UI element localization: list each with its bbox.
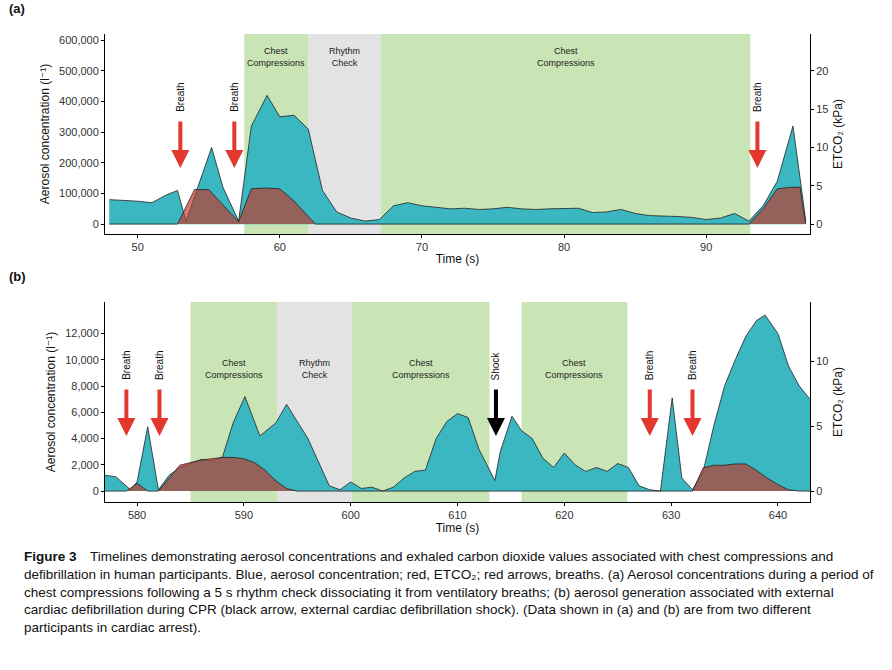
svg-text:6,000: 6,000	[71, 406, 99, 418]
svg-text:5: 5	[816, 180, 822, 192]
svg-text:Breath: Breath	[752, 82, 763, 111]
svg-text:400,000: 400,000	[59, 95, 99, 107]
svg-text:Time (s): Time (s)	[436, 521, 480, 535]
svg-text:200,000: 200,000	[59, 157, 99, 169]
svg-text:ChestCompressions: ChestCompressions	[247, 46, 305, 68]
svg-text:Breath: Breath	[121, 350, 132, 379]
svg-text:100,000: 100,000	[59, 187, 99, 199]
svg-text:640: 640	[769, 509, 787, 521]
svg-text:620: 620	[555, 509, 573, 521]
svg-text:600,000: 600,000	[59, 34, 99, 46]
svg-text:590: 590	[235, 509, 253, 521]
svg-text:(a): (a)	[9, 1, 25, 16]
svg-text:20: 20	[816, 65, 828, 77]
svg-text:Breath: Breath	[154, 351, 165, 380]
svg-text:600: 600	[342, 509, 360, 521]
svg-text:60: 60	[274, 241, 286, 253]
svg-text:10,000: 10,000	[65, 354, 99, 366]
svg-text:RhythmCheck: RhythmCheck	[299, 358, 330, 380]
svg-text:0: 0	[93, 485, 99, 497]
svg-text:10: 10	[816, 355, 828, 367]
svg-text:12,000: 12,000	[65, 327, 99, 339]
svg-text:70: 70	[416, 241, 428, 253]
svg-text:630: 630	[662, 509, 680, 521]
svg-text:15: 15	[816, 103, 828, 115]
svg-text:0: 0	[816, 218, 822, 230]
svg-text:90: 90	[700, 241, 712, 253]
html-text:Figure 3 Timelines demonstrati: Figure 3 Timelines demonstrating aerosol…	[24, 549, 874, 636]
svg-text:Breath: Breath	[644, 351, 655, 380]
svg-text:Breath: Breath	[229, 82, 240, 111]
svg-text:80: 80	[558, 241, 570, 253]
svg-text:Time (s): Time (s)	[436, 252, 480, 266]
svg-text:8,000: 8,000	[71, 380, 99, 392]
svg-text:4,000: 4,000	[71, 432, 99, 444]
svg-text:Shock: Shock	[490, 352, 501, 381]
svg-text:500,000: 500,000	[59, 65, 99, 77]
svg-text:ChestCompressions: ChestCompressions	[537, 46, 595, 68]
svg-text:610: 610	[448, 509, 466, 521]
svg-text:ChestCompressions: ChestCompressions	[545, 358, 603, 380]
svg-text:0: 0	[816, 485, 822, 497]
svg-text:(b): (b)	[9, 269, 26, 284]
svg-text:ChestCompressions: ChestCompressions	[392, 358, 450, 380]
svg-text:300,000: 300,000	[59, 126, 99, 138]
svg-text:Aerosol concentration (l⁻¹): Aerosol concentration (l⁻¹)	[38, 64, 52, 204]
svg-text:0: 0	[93, 218, 99, 230]
svg-text:ETCO₂ (kPa): ETCO₂ (kPa)	[831, 99, 845, 169]
svg-text:5: 5	[816, 420, 822, 432]
svg-text:ChestCompressions: ChestCompressions	[205, 358, 263, 380]
svg-text:50: 50	[132, 241, 144, 253]
svg-text:10: 10	[816, 141, 828, 153]
svg-text:2,000: 2,000	[71, 459, 99, 471]
svg-text:580: 580	[128, 509, 146, 521]
svg-text:Aerosol concentration (l⁻¹): Aerosol concentration (l⁻¹)	[44, 332, 58, 472]
svg-text:Breath: Breath	[687, 351, 698, 380]
svg-text:ETCO₂ (kPa): ETCO₂ (kPa)	[831, 367, 845, 437]
svg-text:RhythmCheck: RhythmCheck	[329, 46, 360, 68]
svg-text:Breath: Breath	[175, 82, 186, 111]
